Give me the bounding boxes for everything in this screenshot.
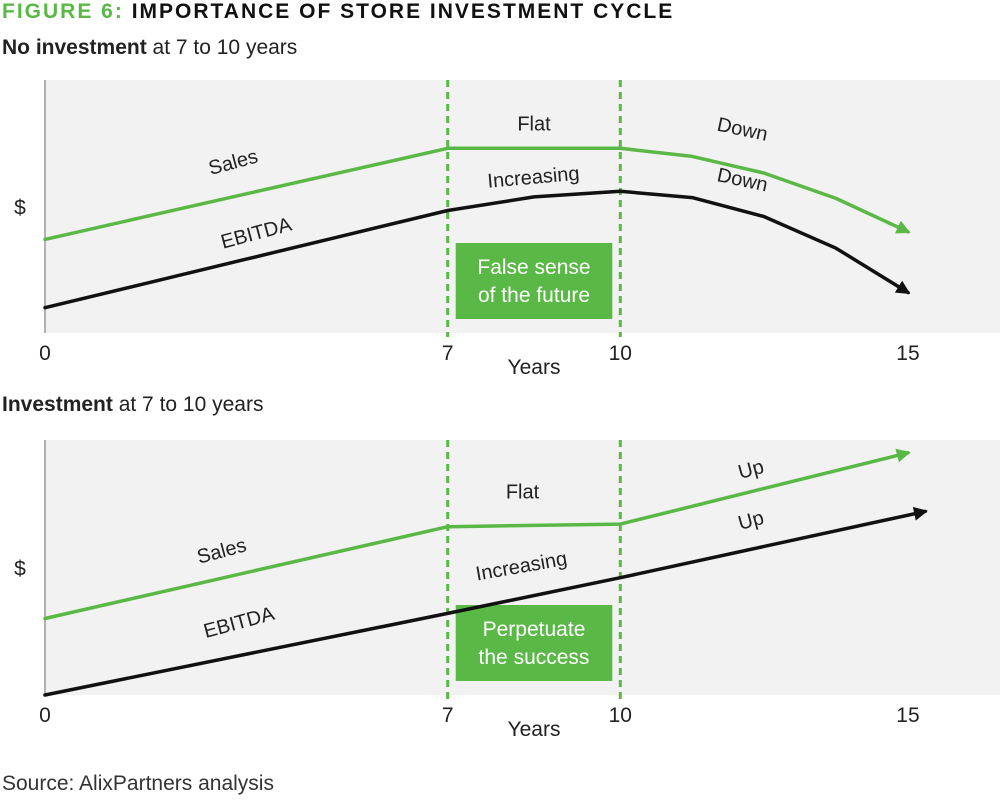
x-tick-label: 0 <box>39 342 51 365</box>
source-note: Source: AlixPartners analysis <box>2 772 274 795</box>
ebitda-line <box>43 189 911 310</box>
panel-1-heading-bold: No investment <box>2 36 147 59</box>
x-tick-label: 10 <box>609 342 632 365</box>
x-tick-label: 10 <box>609 704 632 727</box>
panel-1-heading: No investment at 7 to 10 years <box>2 36 297 60</box>
sales-line <box>43 448 911 621</box>
callout-box <box>455 605 613 681</box>
x-tick-label: 7 <box>442 342 454 365</box>
curve-annotation: Flat <box>517 114 551 136</box>
curve-annotation: Flat <box>506 482 540 504</box>
callout-box-text-line: Perpetuate <box>483 618 586 641</box>
y-axis-label: $ <box>14 558 26 581</box>
callout-box-text-line: of the future <box>478 284 590 307</box>
y-axis-label: $ <box>14 197 26 220</box>
x-axis-label: Years <box>508 356 561 379</box>
sales-line <box>43 146 911 242</box>
x-tick-label: 7 <box>442 704 454 727</box>
x-tick-label: 15 <box>896 342 919 365</box>
callout-box <box>455 243 613 319</box>
panel-2-heading-rest: at 7 to 10 years <box>112 393 264 416</box>
panel-1-heading-rest: at 7 to 10 years <box>146 36 298 59</box>
x-axis-label: Years <box>508 718 561 741</box>
callout-box-text-line: the success <box>479 646 590 669</box>
figure-title: FIGURE 6: IMPORTANCE OF STORE INVESTMENT… <box>2 0 674 24</box>
ebitda-line <box>43 506 928 697</box>
panel-2-heading: Investment at 7 to 10 years <box>2 393 263 417</box>
callout-box-text-line: False sense <box>477 256 590 279</box>
figure-number: FIGURE 6: <box>2 0 124 23</box>
figure-title-text: IMPORTANCE OF STORE INVESTMENT CYCLE <box>131 0 675 23</box>
x-tick-label: 15 <box>896 704 919 727</box>
x-tick-label: 0 <box>39 704 51 727</box>
panel-2-heading-bold: Investment <box>2 393 113 416</box>
